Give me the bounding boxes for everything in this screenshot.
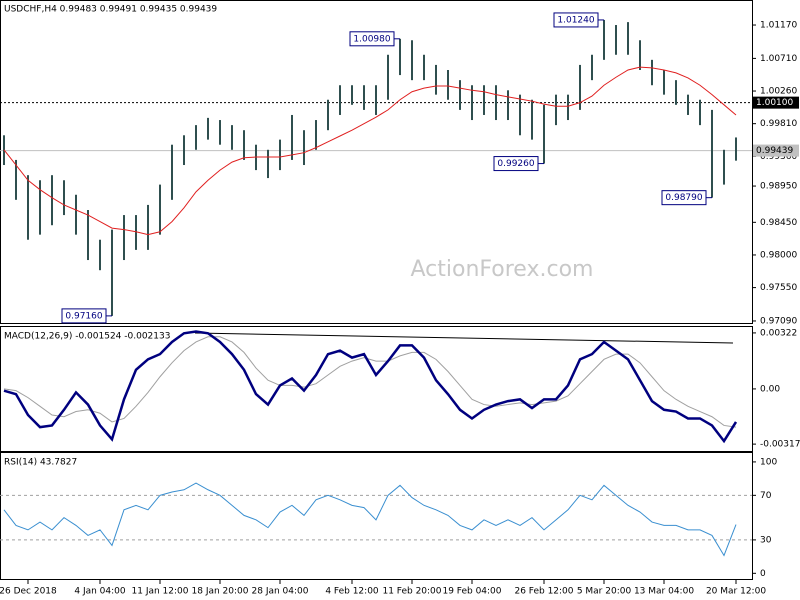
y-tick-label: 70 <box>760 491 772 501</box>
y-tick-label: 0.98000 <box>760 250 797 260</box>
annotation-box <box>349 31 395 47</box>
y-tick-label: 0.00 <box>760 384 780 394</box>
annotation-box <box>553 12 599 28</box>
annotation-label: 0.97160 <box>65 311 102 321</box>
macd-line <box>3 330 738 444</box>
x-tick-label: 13 Mar 04:00 <box>634 587 694 597</box>
annotation-label: 1.00980 <box>353 34 390 44</box>
annotation-box <box>493 156 539 172</box>
y-tick-label: 0.97090 <box>760 316 797 326</box>
y-tick-label: 1.00260 <box>760 87 797 97</box>
x-tick-label: 5 Mar 20:00 <box>577 587 632 597</box>
x-tick-label: 4 Feb 12:00 <box>325 587 379 597</box>
panel-title: RSI(14) 43.7827 <box>4 458 77 468</box>
y-tick-label: 30 <box>760 535 772 545</box>
x-tick-label: 26 Feb 12:00 <box>514 587 573 597</box>
annotation-box <box>61 308 107 324</box>
x-tick-label: 20 Mar 12:00 <box>706 587 766 597</box>
moving-average <box>3 66 737 236</box>
y-tick-label: 1.01170 <box>760 21 797 31</box>
price-tag-label: 0.99439 <box>756 146 793 156</box>
annotation-label: 0.98790 <box>665 193 702 203</box>
x-tick-label: 19 Feb 04:00 <box>442 587 501 597</box>
x-tick-label: 26 Dec 2018 <box>0 587 57 597</box>
price-tag-label: 1.00100 <box>756 98 793 108</box>
signal-line <box>3 336 737 428</box>
y-tick-label: 1.00710 <box>760 54 797 64</box>
y-tick-label: 0.00322 <box>760 328 797 338</box>
x-tick-label: 4 Jan 04:00 <box>74 587 126 597</box>
watermark: ActionForex.com <box>411 257 594 282</box>
y-tick-label: -0.003174 <box>760 440 800 450</box>
y-tick-label: 0.99360 <box>760 152 797 162</box>
price-tag <box>753 96 799 109</box>
y-tick-label: 0 <box>760 569 766 579</box>
y-tick-label: 0.97550 <box>760 283 797 293</box>
price-tag <box>753 144 799 157</box>
trend-line <box>194 332 734 344</box>
x-tick-label: 28 Jan 04:00 <box>252 587 309 597</box>
price-panel <box>0 0 753 324</box>
y-tick-label: 0.98950 <box>760 182 797 192</box>
y-tick-label: 0.98450 <box>760 218 797 228</box>
rsi-line <box>3 482 737 557</box>
rsi-panel <box>0 452 753 580</box>
x-tick-label: 11 Feb 20:00 <box>382 587 441 597</box>
panel-title: USDCHF,H4 0.99483 0.99491 0.99435 0.9943… <box>4 5 217 15</box>
panel-title: MACD(12,26,9) -0.001524 -0.002133 <box>4 332 170 342</box>
y-tick-label: 0.99810 <box>760 119 797 129</box>
y-tick-label: 100 <box>760 457 777 467</box>
x-tick-label: 18 Jan 20:00 <box>192 587 249 597</box>
annotation-box <box>661 190 707 206</box>
annotation-label: 0.99260 <box>497 159 534 169</box>
x-tick-label: 11 Jan 12:00 <box>132 587 189 597</box>
annotation-label: 1.01240 <box>557 15 594 25</box>
